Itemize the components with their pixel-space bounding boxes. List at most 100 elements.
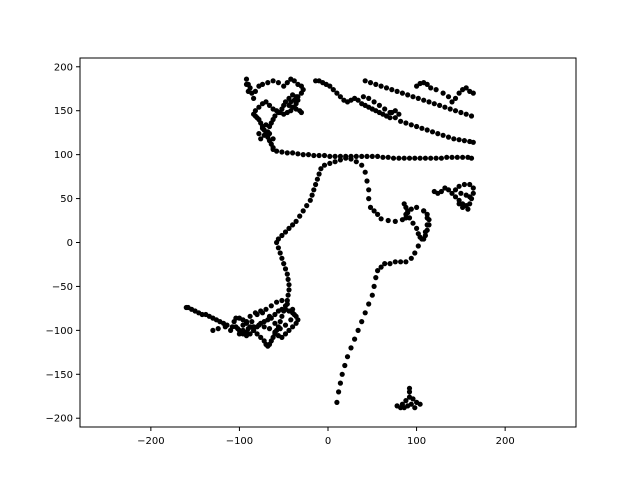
data-point bbox=[440, 90, 446, 96]
data-point bbox=[366, 187, 372, 193]
data-point bbox=[405, 92, 411, 98]
data-point bbox=[293, 320, 299, 326]
data-point bbox=[353, 153, 359, 159]
data-point bbox=[268, 303, 274, 309]
data-point bbox=[390, 155, 397, 161]
data-point bbox=[392, 218, 398, 224]
data-point bbox=[275, 245, 281, 251]
data-point bbox=[424, 227, 430, 233]
data-point bbox=[373, 275, 379, 281]
data-point bbox=[392, 115, 398, 121]
data-point bbox=[383, 85, 390, 91]
data-point bbox=[313, 181, 319, 188]
data-point bbox=[285, 276, 291, 282]
data-point bbox=[304, 203, 310, 209]
data-point bbox=[359, 153, 365, 159]
data-point bbox=[392, 108, 398, 114]
y-tick-label: 50 bbox=[60, 194, 73, 205]
data-point bbox=[215, 326, 221, 332]
data-point bbox=[305, 152, 312, 158]
data-point bbox=[412, 250, 418, 256]
data-point bbox=[290, 150, 296, 156]
data-point bbox=[243, 329, 250, 335]
data-point bbox=[235, 326, 241, 332]
data-point bbox=[334, 399, 340, 405]
data-point bbox=[454, 154, 460, 160]
data-point bbox=[336, 389, 342, 395]
data-point bbox=[265, 80, 271, 86]
y-tick-label: 200 bbox=[54, 62, 73, 73]
data-point bbox=[243, 76, 250, 82]
data-point bbox=[332, 153, 338, 159]
data-point bbox=[337, 153, 343, 159]
data-point bbox=[449, 99, 455, 105]
data-point bbox=[321, 152, 328, 159]
data-point bbox=[375, 153, 381, 159]
data-point bbox=[286, 287, 292, 293]
data-point bbox=[272, 329, 278, 335]
data-point bbox=[266, 102, 273, 108]
data-point bbox=[442, 104, 448, 110]
data-point bbox=[417, 155, 423, 161]
data-point bbox=[282, 229, 289, 235]
data-point bbox=[399, 401, 405, 407]
data-point bbox=[275, 80, 281, 86]
data-point bbox=[284, 80, 290, 86]
data-point bbox=[406, 385, 413, 391]
data-point bbox=[330, 87, 336, 93]
data-point bbox=[285, 292, 291, 298]
data-point bbox=[348, 345, 354, 351]
data-point bbox=[311, 152, 317, 159]
data-point bbox=[445, 134, 452, 140]
data-point bbox=[428, 85, 434, 91]
data-point bbox=[274, 148, 280, 154]
data-point bbox=[251, 95, 257, 101]
y-tick-label: 100 bbox=[54, 150, 73, 161]
data-point bbox=[291, 78, 297, 84]
data-point bbox=[311, 187, 317, 193]
data-point bbox=[373, 81, 379, 87]
data-point bbox=[412, 155, 418, 161]
data-point bbox=[337, 94, 343, 100]
data-point bbox=[408, 255, 414, 261]
data-point bbox=[344, 354, 351, 360]
data-point bbox=[251, 327, 257, 333]
y-tick-label: 0 bbox=[67, 238, 73, 249]
data-point bbox=[362, 310, 368, 316]
data-point bbox=[398, 118, 404, 124]
data-point bbox=[293, 218, 299, 224]
data-point bbox=[300, 152, 306, 158]
data-point bbox=[240, 322, 246, 328]
data-point bbox=[456, 90, 462, 96]
data-point bbox=[369, 292, 375, 298]
data-point bbox=[277, 250, 283, 256]
y-tick-label: −50 bbox=[52, 282, 73, 293]
data-point bbox=[279, 255, 285, 261]
data-point bbox=[375, 211, 381, 217]
data-point bbox=[318, 166, 324, 172]
x-tick-label: 200 bbox=[496, 436, 515, 447]
data-point bbox=[266, 131, 273, 137]
data-point bbox=[362, 169, 368, 175]
data-point bbox=[452, 194, 459, 200]
data-point bbox=[243, 81, 250, 87]
data-point bbox=[419, 125, 425, 131]
data-point bbox=[249, 319, 255, 325]
data-point bbox=[291, 311, 297, 318]
data-point bbox=[438, 188, 444, 195]
data-point bbox=[307, 197, 313, 203]
data-point bbox=[295, 151, 301, 157]
data-point bbox=[274, 299, 280, 305]
data-point bbox=[298, 109, 304, 116]
data-point bbox=[321, 162, 328, 168]
data-point bbox=[314, 176, 320, 182]
data-point bbox=[414, 204, 420, 210]
data-point bbox=[410, 220, 416, 226]
data-point bbox=[470, 185, 476, 191]
y-tick-label: −100 bbox=[46, 326, 73, 337]
data-point bbox=[364, 153, 370, 159]
data-point bbox=[252, 88, 258, 94]
data-point bbox=[366, 301, 372, 307]
data-point bbox=[452, 95, 459, 101]
data-point bbox=[288, 317, 294, 323]
